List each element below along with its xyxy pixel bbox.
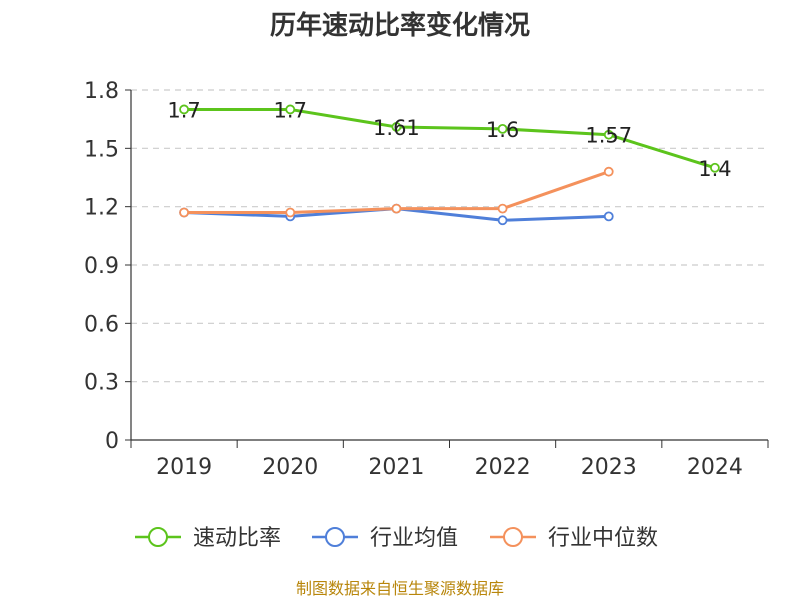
- data-point-0: [285, 104, 296, 115]
- data-label: 1.57: [585, 124, 632, 148]
- data-label: 1.4: [698, 157, 731, 181]
- data-label: 1.61: [373, 116, 420, 140]
- data-label: 1.7: [167, 98, 200, 122]
- data-label: 1.7: [274, 98, 307, 122]
- x-tick-label: 2019: [156, 455, 212, 480]
- x-tick-label: 2020: [262, 455, 318, 480]
- data-point-2: [497, 203, 508, 214]
- legend-label-1: 行业均值: [370, 526, 458, 551]
- data-point-1: [603, 211, 614, 222]
- y-tick-label: 0.3: [84, 371, 119, 396]
- data-point-2: [603, 166, 614, 177]
- data-point-2: [391, 203, 402, 214]
- data-point-0: [179, 104, 189, 115]
- data-point-1: [497, 215, 508, 226]
- x-tick-label: 2023: [581, 455, 637, 480]
- data-point-2: [179, 207, 189, 218]
- legend: 速动比率 行业均值 行业中位数: [135, 526, 658, 551]
- data-point-2: [285, 207, 296, 218]
- axes: 0 0.3 0.6 0.9 1.2 1.5 1.8 2019 2020 2021 2022 2023 2…: [84, 79, 769, 480]
- data-point-0: [603, 129, 614, 140]
- legend-label-0: 速动比率: [193, 526, 281, 551]
- chart-title: 历年速动比率变化情况: [270, 10, 530, 41]
- source-note: 制图数据来自恒生聚源数据库: [296, 579, 504, 598]
- legend-label-2: 行业中位数: [548, 526, 658, 551]
- y-tick-label: 1.5: [84, 137, 119, 162]
- legend-marker-2: [503, 527, 523, 547]
- x-tick-label: 2024: [687, 455, 743, 480]
- data-point-0: [497, 123, 508, 134]
- x-tick-label: 2021: [368, 455, 424, 480]
- series-line-0: [184, 107, 716, 170]
- grid-lines: [131, 89, 768, 383]
- x-tick-label: 2022: [475, 455, 531, 480]
- data-point-0: [710, 162, 720, 173]
- y-tick-label: 0: [105, 429, 119, 454]
- y-tick-label: 1.8: [84, 79, 119, 104]
- y-tick-label: 0.6: [84, 312, 119, 337]
- series-group: [179, 104, 720, 226]
- y-tick-label: 0.9: [84, 254, 119, 279]
- data-label: 1.6: [486, 118, 519, 142]
- data-labels: 1.7 1.7 1.61 1.6 1.57 1.4: [167, 98, 731, 180]
- legend-marker-0: [148, 527, 168, 547]
- data-point-0: [391, 122, 402, 132]
- y-tick-label: 1.2: [84, 196, 119, 221]
- legend-marker-1: [325, 527, 345, 547]
